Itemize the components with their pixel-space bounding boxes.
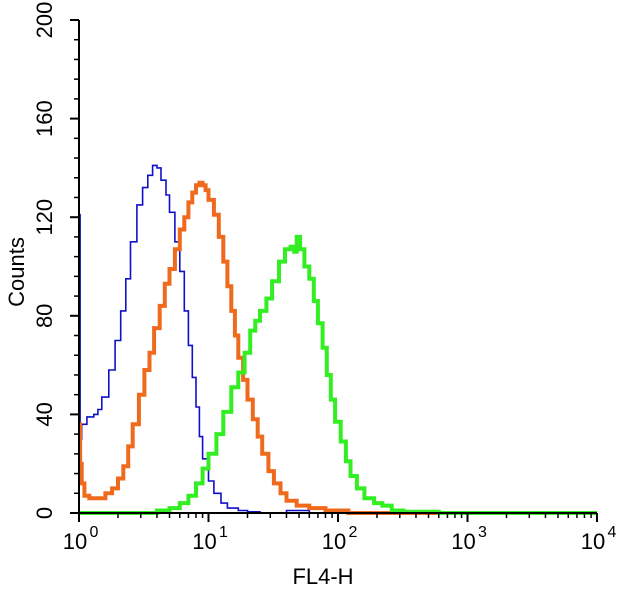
y-tick-label: 160 bbox=[32, 100, 57, 137]
series-layer bbox=[78, 164, 597, 515]
x-tick-exponent: 0 bbox=[90, 524, 99, 541]
x-tick-label: 10 bbox=[451, 529, 475, 554]
y-tick-label: 120 bbox=[32, 199, 57, 236]
x-tick-exponent: 3 bbox=[478, 524, 487, 541]
x-tick-label: 10 bbox=[581, 529, 605, 554]
y-tick-label: 200 bbox=[32, 2, 57, 39]
x-tick-exponent: 4 bbox=[608, 524, 617, 541]
x-axis-title: FL4-H bbox=[292, 564, 353, 589]
y-axis-title: Counts bbox=[4, 237, 29, 307]
y-axis-ticks: 0 40 80 120 160 200 bbox=[32, 2, 79, 519]
x-tick-exponent: 2 bbox=[349, 524, 358, 541]
y-tick-label: 80 bbox=[32, 304, 57, 328]
y-tick-label: 0 bbox=[32, 507, 57, 519]
x-tick-exponent: 1 bbox=[219, 524, 228, 541]
series-line-1 bbox=[79, 164, 597, 514]
series-line-2 bbox=[78, 180, 597, 515]
series-line-3 bbox=[79, 234, 597, 515]
x-tick-label: 10 bbox=[192, 529, 216, 554]
y-tick-label: 40 bbox=[32, 402, 57, 426]
x-tick-label: 10 bbox=[63, 529, 87, 554]
x-axis-ticks: 10 0 10 1 10 2 10 3 10 4 bbox=[63, 513, 617, 554]
x-tick-label: 10 bbox=[322, 529, 346, 554]
